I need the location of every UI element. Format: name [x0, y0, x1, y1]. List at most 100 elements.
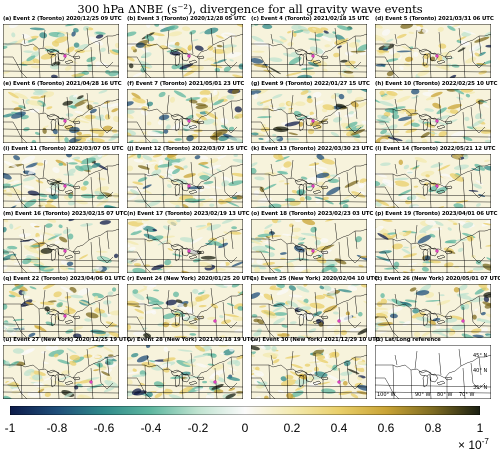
map-frame: [251, 219, 367, 273]
state-borders: [127, 27, 243, 78]
map-frame: [375, 284, 491, 338]
event-map-panel: (h) Event 10 (Toronto) 2022/02/25 10 UTC: [375, 81, 497, 143]
lakes: [46, 178, 81, 197]
event-map-panel: (e) Event 6 (Toronto) 2021/04/28 16 UTC: [3, 81, 122, 143]
city-marker: [213, 380, 217, 384]
lakes: [418, 48, 453, 67]
state-borders: [3, 92, 119, 143]
panel-label: (i) Event 11 (Toronto) 2022/03/07 05 UTC: [3, 146, 124, 152]
panel-label: (q) Event 22 (Toronto) 2023/04/06 01 UTC: [3, 276, 126, 282]
latitude-label: 40° N: [473, 368, 487, 374]
state-borders: [251, 92, 367, 143]
map: [251, 89, 367, 143]
map: [127, 219, 243, 273]
divergence-field: [251, 219, 367, 273]
event-map-panel: (c) Event 4 (Toronto) 2021/02/18 15 UTC: [251, 16, 369, 78]
colorbar-tick-label: 0.2: [283, 421, 301, 435]
reference-map-panel: (x) Lat/Long reference 45° N 40° N 35° N 100…: [375, 337, 491, 399]
panel-label: (f) Event 7 (Toronto) 2021/05/01 23 UTC: [127, 81, 245, 87]
longitude-label: 90° W: [415, 392, 430, 398]
map: [3, 24, 119, 78]
longitude-label: 70° W: [459, 392, 474, 398]
colorbar: [10, 406, 480, 415]
map-frame: [127, 89, 243, 143]
colorbar-tick-label: 0: [241, 421, 249, 435]
city-marker: [435, 119, 439, 123]
lakes: [294, 243, 329, 262]
map-frame: [3, 219, 119, 273]
state-borders: [127, 222, 243, 273]
map-frame: [3, 24, 119, 78]
map-frame: [127, 24, 243, 78]
event-map-panel: (t) Event 26 (New York) 2020/05/01 07 UT…: [375, 276, 500, 338]
panel-label: (o) Event 18 (Toronto) 2023/02/23 03 UTC: [251, 211, 374, 217]
event-map-panel: (i) Event 11 (Toronto) 2022/03/07 05 UTC: [3, 146, 123, 208]
event-map-panel: (v) Event 28 (New York) 2021/02/18 19 UT…: [127, 337, 254, 399]
divergence-field: [3, 284, 119, 338]
city-marker: [187, 54, 191, 58]
event-map-panel: (j) Event 12 (Toronto) 2022/03/07 15 UTC: [127, 146, 247, 208]
lakes: [46, 243, 81, 262]
panel-label: (g) Event 9 (Toronto) 2022/01/27 15 UTC: [251, 81, 370, 87]
event-map-panel: (w) Event 30 (New York) 2021/12/29 10 UT…: [251, 337, 380, 399]
city-marker: [63, 314, 67, 318]
map-frame: [375, 24, 491, 78]
state-borders: [375, 287, 491, 338]
divergence-field: [127, 284, 243, 338]
state-borders: [375, 157, 491, 208]
divergence-field: [251, 154, 367, 208]
panel-label: (a) Event 2 (Toronto) 2020/12/25 09 UTC: [3, 16, 122, 22]
state-borders: [127, 348, 243, 399]
longitude-label: 100° W: [377, 392, 396, 398]
state-borders: [127, 287, 243, 338]
lakes: [46, 369, 81, 388]
lakes: [170, 48, 205, 67]
lakes: [46, 48, 81, 67]
panel-label: (x) Lat/Long reference: [375, 337, 441, 343]
city-marker: [337, 319, 341, 323]
state-borders: [375, 92, 491, 143]
map-frame: [127, 345, 243, 399]
city-marker: [89, 380, 93, 384]
panel-label: (e) Event 6 (Toronto) 2021/04/28 16 UTC: [3, 81, 122, 87]
state-borders: [375, 222, 491, 273]
event-map-panel: (o) Event 18 (Toronto) 2023/02/23 03 UTC: [251, 211, 373, 273]
panel-label: (k) Event 13 (Toronto) 2022/03/30 23 UTC: [251, 146, 374, 152]
city-marker: [63, 119, 67, 123]
event-map-panel: (q) Event 22 (Toronto) 2023/04/06 01 UTC: [3, 276, 125, 338]
panel-label: (p) Event 19 (Toronto) 2023/04/01 06 UTC: [375, 211, 498, 217]
state-borders: [3, 222, 119, 273]
state-borders: [127, 92, 243, 143]
panel-label: (w) Event 30 (New York) 2021/12/29 10 UT…: [251, 337, 380, 343]
map-frame: [3, 284, 119, 338]
colorbar-tick-label: 0.8: [424, 421, 442, 435]
event-map-panel: (k) Event 13 (Toronto) 2022/03/30 23 UTC: [251, 146, 373, 208]
state-borders: [3, 348, 119, 399]
colorbar-tick-label: -0.4: [140, 421, 162, 435]
lakes: [294, 369, 329, 388]
colorbar-tick-label: -0.8: [46, 421, 68, 435]
map: [127, 284, 243, 338]
state-borders: [375, 27, 491, 78]
lakes: [294, 308, 329, 327]
event-map-panel: (n) Event 17 (Toronto) 2023/02/19 13 UTC: [127, 211, 249, 273]
map-frame: [375, 345, 491, 399]
panel-label: (c) Event 4 (Toronto) 2021/02/18 15 UTC: [251, 16, 370, 22]
map-frame: [251, 24, 367, 78]
event-map-panel: (g) Event 9 (Toronto) 2022/01/27 15 UTC: [251, 81, 370, 143]
lakes: [170, 178, 205, 197]
map: [375, 219, 491, 273]
map-frame: [375, 154, 491, 208]
divergence-field: [251, 284, 367, 338]
map-frame: [375, 89, 491, 143]
panel-label: (n) Event 17 (Toronto) 2023/02/19 13 UTC: [127, 211, 250, 217]
event-map-panel: (l) Event 14 (Toronto) 2022/05/21 12 UTC: [375, 146, 495, 208]
event-map-panel: (f) Event 7 (Toronto) 2021/05/01 23 UTC: [127, 81, 244, 143]
city-marker: [337, 380, 341, 384]
figure-title: 300 hPa ΔNBE (s⁻²), divergence for all g…: [77, 2, 423, 16]
event-map-panel: (r) Event 24 (New York) 2020/01/25 20 UT…: [127, 276, 253, 338]
map: 45° N 40° N 35° N 100° W 90° W 80° W 70° W: [375, 345, 491, 399]
map: [127, 24, 243, 78]
map: [251, 154, 367, 208]
colorbar-tick-label: -0.2: [187, 421, 209, 435]
